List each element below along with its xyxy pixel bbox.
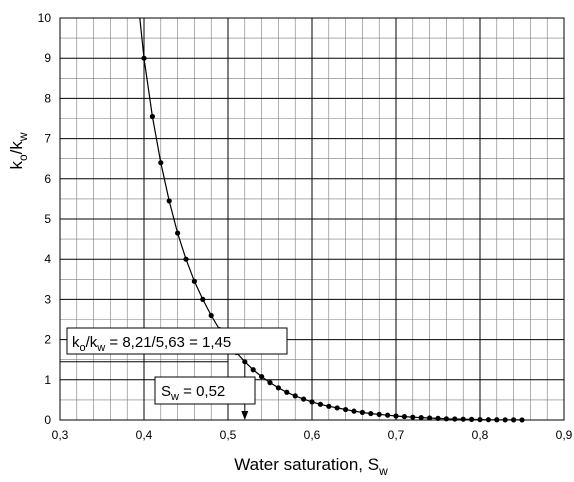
y-tick-label: 7 xyxy=(44,132,51,146)
x-tick-label: 0,4 xyxy=(136,428,153,442)
data-point xyxy=(343,406,349,413)
data-point xyxy=(301,396,307,402)
y-tick-labels: 0 1 2 3 4 5 6 7 8 9 10 xyxy=(38,11,52,427)
plot-frame xyxy=(59,17,565,421)
y-tick-label: 6 xyxy=(44,172,51,186)
data-point xyxy=(385,412,391,418)
saturation-arrow-icon xyxy=(241,411,249,420)
series-points xyxy=(141,55,525,423)
data-point xyxy=(259,373,265,380)
data-point xyxy=(477,416,483,423)
ratio-sub-o: o xyxy=(80,342,86,354)
data-point xyxy=(519,417,525,423)
data-point xyxy=(275,385,281,391)
x-tick-labels: 0,3 0,4 0,5 0,6 0,7 0,8 0,9 xyxy=(52,428,573,442)
data-point xyxy=(410,414,416,420)
data-point xyxy=(250,367,256,373)
data-point xyxy=(175,230,181,236)
x-tick-label: 0,3 xyxy=(52,428,69,442)
data-point xyxy=(351,408,357,414)
ratio-sub-w: w xyxy=(96,342,105,354)
y-tick-label: 2 xyxy=(44,333,51,347)
y-tick-label: 8 xyxy=(44,91,51,105)
data-point xyxy=(309,399,315,405)
data-point xyxy=(393,413,399,419)
y-tick-label: 5 xyxy=(44,212,51,226)
y-tick-label: 4 xyxy=(44,252,51,266)
y-tick-label: 10 xyxy=(38,11,52,25)
y-axis-label-sep: /k xyxy=(7,141,26,155)
saturation-annotation: Sw = 0,52 xyxy=(154,376,256,405)
data-point xyxy=(401,413,407,420)
data-point xyxy=(191,278,197,284)
data-point xyxy=(242,359,248,365)
data-point xyxy=(284,389,290,395)
data-point xyxy=(292,393,298,399)
data-point xyxy=(485,417,491,423)
data-point xyxy=(502,417,508,423)
ratio-k: k xyxy=(72,334,80,351)
y-tick-label: 0 xyxy=(44,413,51,427)
data-point xyxy=(334,405,340,411)
data-point xyxy=(494,417,500,423)
x-tick-label: 0,6 xyxy=(304,428,321,442)
major-gridlines xyxy=(60,18,564,420)
x-tick-label: 0,8 xyxy=(472,428,489,442)
y-axis-label-k: k xyxy=(7,161,26,170)
y-axis-label-sub-w: w xyxy=(16,132,30,142)
data-point xyxy=(510,417,517,423)
saturation-sub-w: w xyxy=(170,391,179,403)
x-tick-label: 0,5 xyxy=(220,428,237,442)
data-point xyxy=(418,414,424,421)
saturation-value: = 0,52 xyxy=(179,383,225,400)
data-point xyxy=(326,403,332,409)
data-point xyxy=(183,256,189,262)
data-point xyxy=(317,401,323,407)
data-point xyxy=(435,415,441,421)
data-point xyxy=(452,416,458,422)
data-point xyxy=(267,380,273,386)
x-tick-label: 0,9 xyxy=(556,428,573,442)
data-point xyxy=(469,416,475,422)
data-point xyxy=(376,411,382,417)
y-tick-label: 1 xyxy=(44,373,51,387)
ratio-value: = 8,21/5,63 = 1,45 xyxy=(105,334,231,351)
y-tick-label: 9 xyxy=(44,51,51,65)
data-point xyxy=(141,55,147,61)
saturation-annotation-text: Sw = 0,52 xyxy=(161,383,225,403)
ratio-annotation-text: ko/kw = 8,21/5,63 = 1,45 xyxy=(72,334,231,354)
y-axis-label-sub-o: o xyxy=(16,154,30,161)
saturation-s: S xyxy=(161,383,171,400)
data-point xyxy=(200,296,206,302)
data-point xyxy=(443,416,449,422)
saturation-annotation-box xyxy=(154,376,256,405)
y-tick-label: 3 xyxy=(44,292,51,306)
x-axis-label-sub: w xyxy=(378,464,388,478)
data-point xyxy=(427,415,433,421)
data-point xyxy=(460,416,466,422)
x-axis-label: Water saturation, Sw xyxy=(234,455,388,478)
ratio-sep: /k xyxy=(86,334,98,351)
ratio-annotation-box xyxy=(66,327,288,355)
data-point xyxy=(359,409,365,415)
data-point xyxy=(368,410,374,417)
x-tick-label: 0,7 xyxy=(388,428,405,442)
data-point xyxy=(208,312,214,319)
x-axis-label-main: Water saturation, S xyxy=(234,455,379,474)
ratio-annotation: ko/kw = 8,21/5,63 = 1,45 xyxy=(66,327,288,355)
data-point xyxy=(149,113,155,120)
data-point xyxy=(158,160,164,166)
data-point xyxy=(166,198,172,204)
y-axis-label: ko/kw xyxy=(7,132,30,169)
